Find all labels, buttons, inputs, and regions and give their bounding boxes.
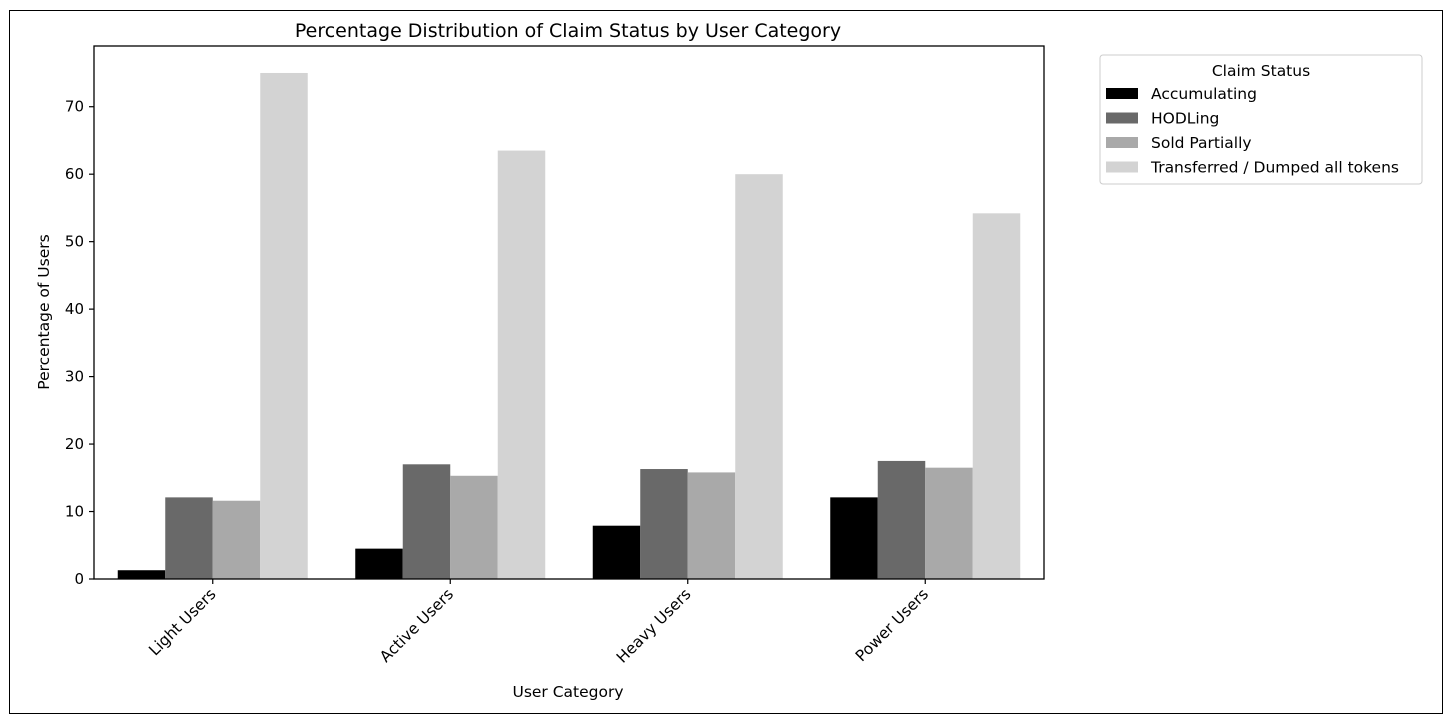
bar-sold-partially-heavy-users xyxy=(687,472,736,579)
x-tick-label: Power Users xyxy=(852,585,932,665)
y-tick-label: 20 xyxy=(65,435,84,453)
y-tick-label: 40 xyxy=(65,300,84,318)
bar-transferred-dumped-all-tokens-active-users xyxy=(497,150,546,580)
bar-transferred-dumped-all-tokens-heavy-users xyxy=(735,174,783,579)
bar-hodling-heavy-users xyxy=(640,469,688,579)
y-tick-label: 60 xyxy=(65,165,84,183)
x-axis-label: User Category xyxy=(512,683,623,701)
bar-hodling-power-users xyxy=(877,460,926,579)
y-tick-label: 50 xyxy=(65,233,84,251)
chart-title: Percentage Distribution of Claim Status … xyxy=(295,20,841,42)
legend-items: Accumulating HODLing Sold Partially Transfe… xyxy=(1106,85,1399,177)
figure-frame xyxy=(9,10,1443,714)
legend-swatch xyxy=(1106,161,1138,173)
legend-label: Transferred / Dumped all tokens xyxy=(1150,159,1399,177)
y-tick-label: 70 xyxy=(65,98,84,116)
y-tick-label: 0 xyxy=(74,570,84,588)
legend-label: Accumulating xyxy=(1151,85,1257,103)
bar-hodling-light-users xyxy=(165,497,213,579)
x-tick-label: Active Users xyxy=(376,585,457,666)
bar-hodling-active-users xyxy=(402,464,451,579)
bar-sold-partially-power-users xyxy=(925,467,973,579)
legend-label: HODLing xyxy=(1151,110,1219,128)
legend-label: Sold Partially xyxy=(1151,134,1252,152)
y-axis-label: Percentage of Users xyxy=(35,234,53,389)
y-axis: 0 10 20 30 40 50 60 70 xyxy=(65,98,94,588)
legend-box xyxy=(1099,54,1423,185)
bar-accumulating-active-users xyxy=(355,548,403,579)
y-tick-label: 10 xyxy=(65,503,84,521)
plot-frame xyxy=(93,45,1045,580)
legend: Claim Status Accumulating HODLing Sold Par… xyxy=(1099,54,1423,185)
y-tick-label: 30 xyxy=(65,368,84,386)
bar-transferred-dumped-all-tokens-light-users xyxy=(260,72,308,580)
x-tick-label: Light Users xyxy=(145,585,219,659)
x-tick-label: Heavy Users xyxy=(613,585,695,667)
bar-transferred-dumped-all-tokens-power-users xyxy=(972,213,1021,579)
legend-swatch xyxy=(1106,112,1138,124)
legend-swatch xyxy=(1106,137,1138,148)
bars-group xyxy=(117,72,1021,580)
bar-accumulating-heavy-users xyxy=(592,525,641,579)
bar-accumulating-power-users xyxy=(830,497,878,579)
bar-sold-partially-light-users xyxy=(212,500,261,579)
bar-sold-partially-active-users xyxy=(450,475,498,579)
x-axis: Light Users Active Users Heavy Users Power … xyxy=(145,579,932,667)
bar-accumulating-light-users xyxy=(117,570,166,579)
legend-swatch xyxy=(1106,88,1138,99)
legend-title: Claim Status xyxy=(1212,62,1310,80)
